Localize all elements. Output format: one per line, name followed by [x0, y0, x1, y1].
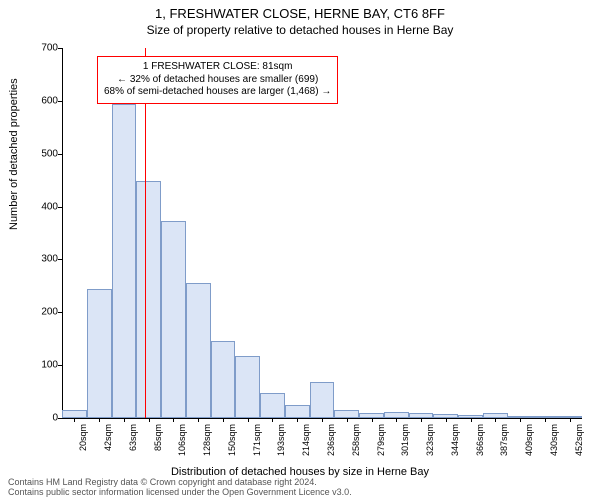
y-tick-label: 600: [28, 95, 58, 106]
property-marker-line: [145, 48, 146, 418]
y-tick-mark: [58, 207, 62, 208]
x-axis-label: Distribution of detached houses by size …: [0, 466, 600, 478]
chart-subtitle: Size of property relative to detached ho…: [0, 21, 600, 37]
x-tick-mark: [545, 418, 546, 422]
chart-area: 010020030040050060070020sqm42sqm63sqm85s…: [62, 48, 582, 418]
histogram-bar: [186, 283, 211, 418]
histogram-bar: [62, 410, 87, 418]
histogram-bar: [161, 221, 186, 418]
x-tick-mark: [198, 418, 199, 422]
histogram-bar: [235, 356, 260, 418]
y-tick-mark: [58, 365, 62, 366]
histogram-bar: [260, 393, 285, 418]
x-tick-mark: [173, 418, 174, 422]
y-tick-mark: [58, 312, 62, 313]
y-tick-label: 400: [28, 201, 58, 212]
histogram-bar: [285, 405, 310, 418]
histogram-bar: [211, 341, 236, 418]
x-tick-mark: [322, 418, 323, 422]
plot-region: 010020030040050060070020sqm42sqm63sqm85s…: [62, 48, 582, 418]
y-tick-label: 500: [28, 148, 58, 159]
x-tick-mark: [149, 418, 150, 422]
x-tick-mark: [347, 418, 348, 422]
histogram-bar: [136, 181, 161, 418]
histogram-bar: [87, 289, 112, 419]
x-tick-mark: [421, 418, 422, 422]
chart-container: 1, FRESHWATER CLOSE, HERNE BAY, CT6 8FF …: [0, 0, 600, 500]
x-tick-mark: [99, 418, 100, 422]
y-tick-mark: [58, 48, 62, 49]
x-tick-mark: [471, 418, 472, 422]
y-tick-mark: [58, 259, 62, 260]
annotation-line-1: 1 FRESHWATER CLOSE: 81sqm: [104, 61, 331, 74]
histogram-bar: [334, 410, 359, 418]
x-tick-mark: [272, 418, 273, 422]
x-tick-mark: [248, 418, 249, 422]
x-tick-mark: [297, 418, 298, 422]
y-axis-label: Number of detached properties: [8, 78, 20, 230]
x-tick-mark: [495, 418, 496, 422]
y-tick-label: 0: [28, 413, 58, 424]
x-tick-mark: [520, 418, 521, 422]
x-tick-mark: [396, 418, 397, 422]
annotation-line-3: 68% of semi-detached houses are larger (…: [104, 86, 331, 99]
x-tick-mark: [124, 418, 125, 422]
y-tick-label: 700: [28, 43, 58, 54]
histogram-bar: [310, 382, 335, 418]
histogram-bar: [112, 104, 137, 419]
y-axis-line: [62, 48, 63, 418]
y-tick-mark: [58, 101, 62, 102]
footer-line-2: Contains public sector information licen…: [8, 488, 352, 498]
x-tick-mark: [372, 418, 373, 422]
y-tick-mark: [58, 154, 62, 155]
x-tick-mark: [570, 418, 571, 422]
y-tick-label: 200: [28, 307, 58, 318]
x-tick-mark: [446, 418, 447, 422]
y-tick-label: 100: [28, 360, 58, 371]
x-tick-mark: [74, 418, 75, 422]
chart-title: 1, FRESHWATER CLOSE, HERNE BAY, CT6 8FF: [0, 0, 600, 21]
y-tick-mark: [58, 418, 62, 419]
y-tick-label: 300: [28, 254, 58, 265]
annotation-box: 1 FRESHWATER CLOSE: 81sqm← 32% of detach…: [97, 56, 338, 104]
footer-attribution: Contains HM Land Registry data © Crown c…: [8, 478, 352, 498]
x-tick-mark: [223, 418, 224, 422]
annotation-line-2: ← 32% of detached houses are smaller (69…: [104, 74, 331, 87]
